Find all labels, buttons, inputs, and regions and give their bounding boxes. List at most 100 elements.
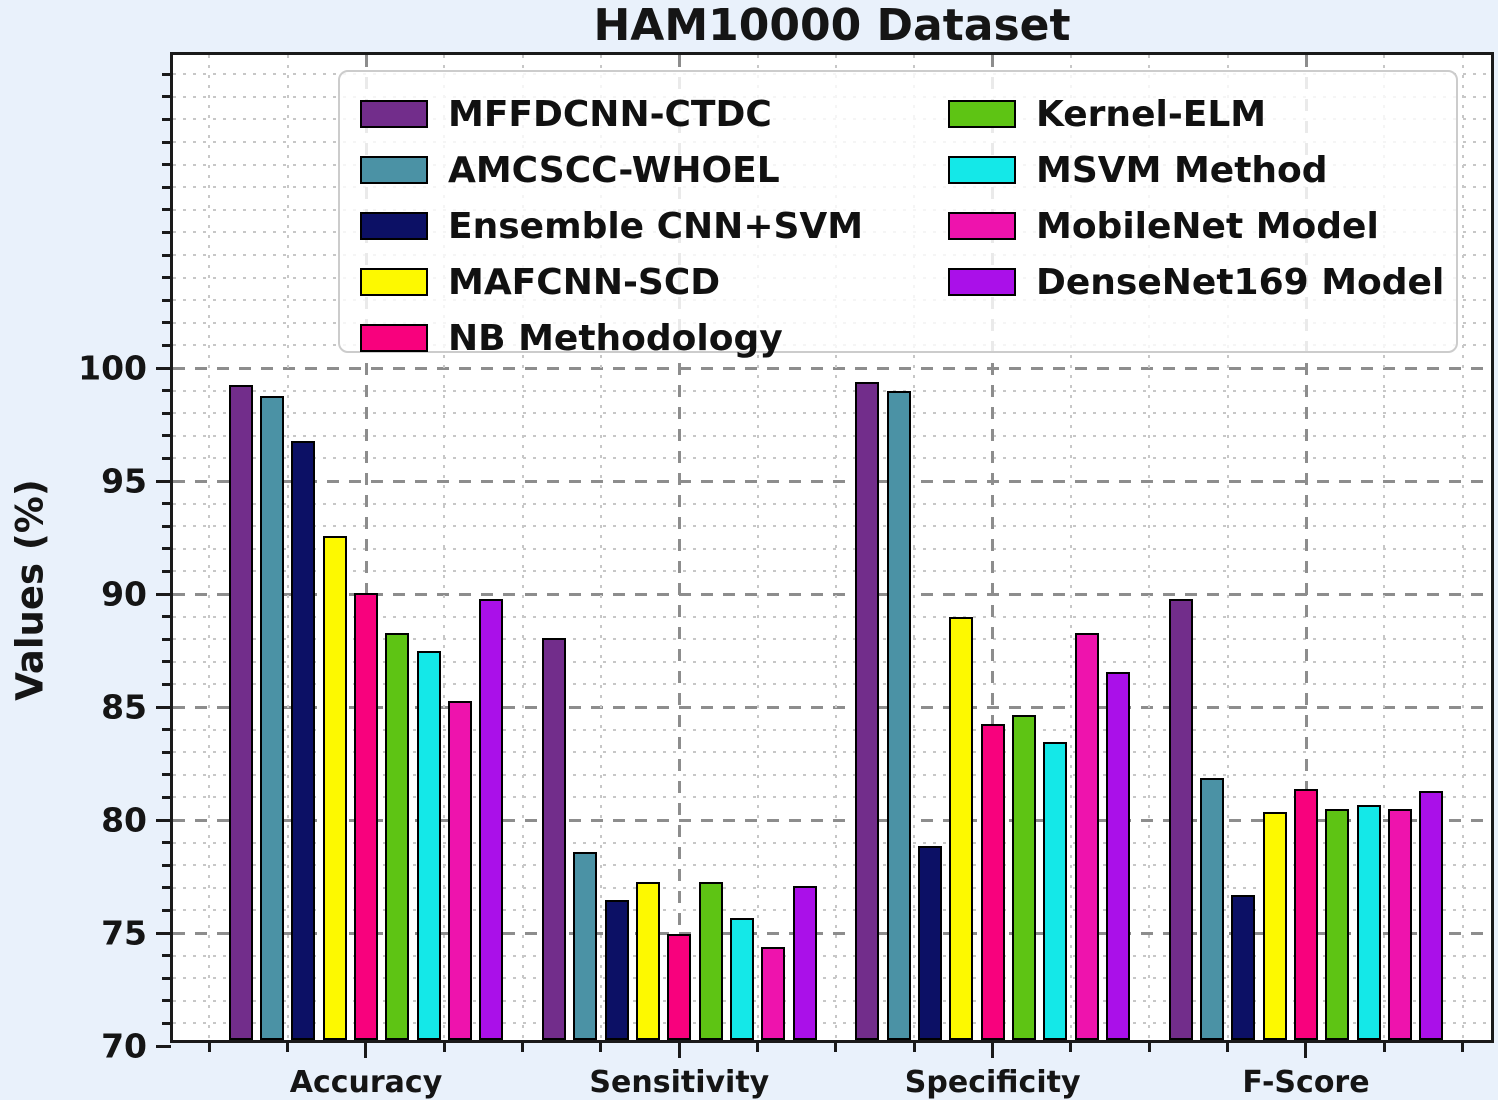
y-tick-minor bbox=[162, 976, 171, 980]
y-tick-minor bbox=[162, 524, 171, 528]
legend-label: Ensemble CNN+SVM bbox=[448, 205, 864, 247]
x-tick-minor bbox=[1461, 1042, 1465, 1052]
legend-swatch-icon bbox=[360, 324, 428, 352]
gridline-h-minor bbox=[173, 434, 1491, 437]
bar-mffdcnn-ctdc-sensitivity bbox=[542, 637, 566, 1040]
y-tick-minor bbox=[162, 434, 171, 438]
x-tick-minor bbox=[912, 1042, 916, 1052]
legend-item-nb-methodology: NB Methodology bbox=[360, 310, 863, 366]
legend-label: Kernel-ELM bbox=[1036, 93, 1267, 135]
gridline-v-minor bbox=[1148, 55, 1151, 1040]
x-tick-minor bbox=[1147, 1042, 1151, 1052]
legend-item-densenet169-model: DenseNet169 Model bbox=[948, 254, 1444, 310]
y-tick-major bbox=[156, 1044, 171, 1048]
bar-msvm-method-specificity bbox=[1043, 741, 1068, 1040]
y-tick-label: 70 bbox=[101, 1026, 147, 1066]
bar-nb-methodology-accuracy bbox=[354, 592, 378, 1040]
legend-swatch-icon bbox=[360, 212, 428, 240]
y-tick-major bbox=[156, 931, 171, 935]
y-tick-minor bbox=[162, 569, 171, 573]
y-tick-major bbox=[156, 818, 171, 822]
gridline-h-minor bbox=[173, 457, 1491, 460]
bar-ensemble-cnn-svm-sensitivity bbox=[604, 899, 629, 1040]
x-tick-minor bbox=[207, 1042, 211, 1052]
legend: MFFDCNN-CTDC AMCSCC-WHOEL Ensemble CNN+SVM… bbox=[338, 70, 1458, 359]
bar-kernel-elm-specificity bbox=[1012, 714, 1036, 1040]
legend-column-left: MFFDCNN-CTDC AMCSCC-WHOEL Ensemble CNN+SVM… bbox=[360, 86, 863, 366]
gridline-h-minor bbox=[173, 660, 1491, 663]
gridline-v-minor bbox=[1461, 55, 1464, 1040]
gridline-h-minor bbox=[173, 728, 1491, 731]
gridline-h-minor bbox=[173, 1022, 1491, 1025]
bar-mffdcnn-ctdc-accuracy bbox=[228, 384, 253, 1040]
bar-mafcnn-scd-specificity bbox=[949, 617, 974, 1040]
y-tick-major bbox=[156, 366, 171, 370]
bar-mobilenet-model-sensitivity bbox=[761, 947, 786, 1040]
y-tick-label: 85 bbox=[101, 687, 147, 727]
gridline-h-major bbox=[173, 818, 1491, 822]
bar-kernel-elm-f-score bbox=[1325, 809, 1350, 1040]
y-tick-minor bbox=[162, 185, 171, 189]
gridline-h-minor bbox=[173, 999, 1491, 1002]
y-tick-minor bbox=[162, 1021, 171, 1025]
y-tick-minor bbox=[162, 343, 171, 347]
legend-swatch-icon bbox=[360, 156, 428, 184]
gridline-v-minor bbox=[1226, 55, 1229, 1040]
gridline-v-minor bbox=[1383, 55, 1386, 1040]
y-tick-minor bbox=[162, 208, 171, 212]
y-tick-label: 100 bbox=[78, 348, 147, 388]
legend-swatch-icon bbox=[360, 268, 428, 296]
y-tick-major bbox=[156, 592, 171, 596]
gridline-h-minor bbox=[173, 525, 1491, 528]
y-tick-minor bbox=[162, 411, 171, 415]
gridline-v-major bbox=[1304, 55, 1308, 1040]
legend-item-amcscc-whoel: AMCSCC-WHOEL bbox=[360, 142, 863, 198]
bar-msvm-method-f-score bbox=[1356, 804, 1381, 1040]
y-tick-minor bbox=[162, 502, 171, 506]
bar-nb-methodology-f-score bbox=[1294, 789, 1318, 1040]
x-tick-minor bbox=[1226, 1042, 1230, 1052]
x-tick-minor bbox=[286, 1042, 290, 1052]
gridline-h-minor bbox=[173, 841, 1491, 844]
bar-kernel-elm-accuracy bbox=[385, 633, 410, 1040]
gridline-h-major bbox=[173, 705, 1491, 709]
y-tick-minor bbox=[162, 954, 171, 958]
x-tick-major bbox=[991, 1042, 995, 1058]
gridline-h-minor bbox=[173, 886, 1491, 889]
gridline-v-minor bbox=[756, 55, 759, 1040]
legend-swatch-icon bbox=[948, 100, 1016, 128]
gridline-h-major bbox=[173, 592, 1491, 596]
y-tick-minor bbox=[162, 863, 171, 867]
bar-ensemble-cnn-svm-f-score bbox=[1231, 895, 1256, 1040]
x-tick-minor bbox=[834, 1042, 838, 1052]
y-tick-minor bbox=[162, 117, 171, 121]
x-tick-major bbox=[1304, 1042, 1308, 1058]
legend-item-mobilenet-model: MobileNet Model bbox=[948, 198, 1444, 254]
bar-densenet169-model-sensitivity bbox=[792, 886, 817, 1040]
y-axis-label: Values (%) bbox=[8, 479, 52, 701]
y-tick-minor bbox=[162, 72, 171, 76]
y-tick-minor bbox=[162, 456, 171, 460]
legend-label: MobileNet Model bbox=[1036, 205, 1379, 247]
gridline-h-minor bbox=[173, 909, 1491, 912]
bar-amcscc-whoel-specificity bbox=[886, 391, 911, 1040]
gridline-v-minor bbox=[521, 55, 524, 1040]
bar-ensemble-cnn-svm-accuracy bbox=[291, 441, 316, 1040]
y-tick-minor bbox=[162, 773, 171, 777]
bar-mobilenet-model-specificity bbox=[1074, 633, 1099, 1040]
bar-mobilenet-model-f-score bbox=[1387, 809, 1412, 1040]
y-tick-major bbox=[156, 479, 171, 483]
x-tick-label-f-score: F-Score bbox=[1242, 1065, 1370, 1100]
legend-label: MAFCNN-SCD bbox=[448, 261, 721, 303]
x-tick-label-accuracy: Accuracy bbox=[289, 1065, 443, 1100]
legend-swatch-icon bbox=[948, 156, 1016, 184]
gridline-h-minor bbox=[173, 773, 1491, 776]
bar-mafcnn-scd-f-score bbox=[1262, 811, 1287, 1040]
gridline-h-minor bbox=[173, 977, 1491, 980]
gridline-v-minor bbox=[208, 55, 211, 1040]
gridline-v-minor bbox=[1069, 55, 1072, 1040]
gridline-h-minor bbox=[173, 389, 1491, 392]
gridline-h-minor bbox=[173, 547, 1491, 550]
gridline-h-minor bbox=[173, 864, 1491, 867]
